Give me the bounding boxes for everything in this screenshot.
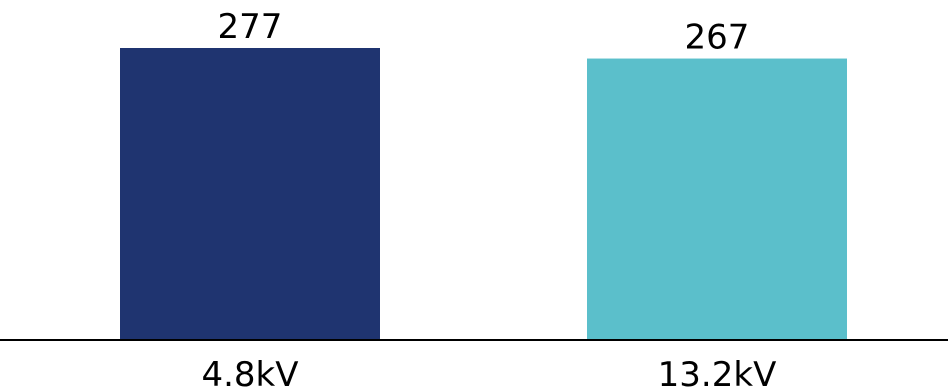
data-label-1: 267: [685, 18, 750, 58]
bar-1: [587, 58, 847, 341]
data-label-0: 277: [218, 7, 283, 47]
value-labels-group: 277 267: [218, 7, 750, 58]
bars-group: [120, 48, 847, 341]
x-tick-labels-group: 4.8kV 13.2kV: [201, 355, 776, 391]
bar-0: [120, 48, 380, 340]
x-tick-label-0: 4.8kV: [201, 355, 298, 391]
x-tick-label-1: 13.2kV: [658, 355, 777, 391]
